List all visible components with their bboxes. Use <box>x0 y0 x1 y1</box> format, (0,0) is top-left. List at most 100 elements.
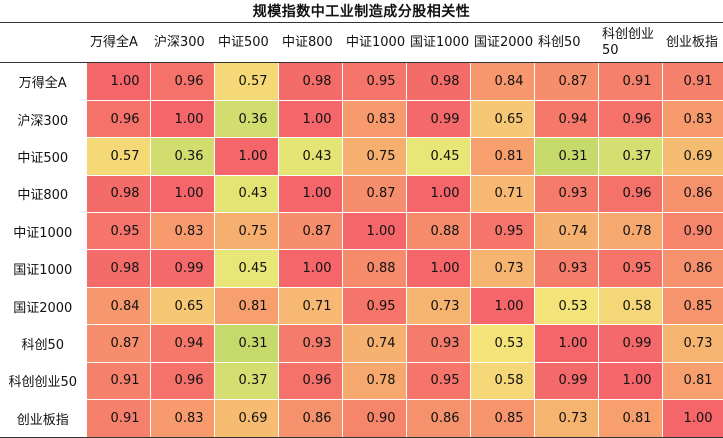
heatmap-row: 科创创业50 0.91 0.96 0.37 0.96 0.78 0.95 0.58 0.99 1.… <box>0 361 723 401</box>
heatmap-cell: 1.00 <box>277 174 343 214</box>
heatmap-cell: 1.00 <box>277 99 343 139</box>
heatmap-cell: 0.91 <box>85 399 151 438</box>
heatmap-cell: 0.93 <box>405 324 471 363</box>
row-label: 中证1000 <box>0 212 86 250</box>
heatmap-cell: 0.75 <box>213 212 279 251</box>
heatmap-cell: 0.83 <box>149 212 215 251</box>
heatmap-cell: 0.45 <box>405 137 471 176</box>
heatmap-cell: 0.73 <box>533 399 599 438</box>
heatmap-cell: 0.37 <box>597 137 663 176</box>
heatmap-row: 创业板指 0.91 0.83 0.69 0.86 0.90 0.86 0.85 0.73 0.81… <box>0 399 723 438</box>
heatmap-cell: 0.81 <box>213 286 279 326</box>
heatmap-cell: 0.57 <box>213 62 279 101</box>
row-label: 科创50 <box>0 324 86 363</box>
heatmap-cell: 0.99 <box>405 99 471 139</box>
heatmap-cell: 0.98 <box>405 62 471 101</box>
heatmap-cell: 0.87 <box>85 324 151 363</box>
heatmap-cell: 1.00 <box>149 99 215 139</box>
heatmap-cell: 0.58 <box>597 286 663 326</box>
heatmap-cell: 0.81 <box>597 399 663 438</box>
heatmap-cell: 0.86 <box>277 399 343 438</box>
heatmap-cell: 0.91 <box>597 62 663 101</box>
heatmap-cell: 0.94 <box>533 99 599 139</box>
heatmap-cell: 0.36 <box>213 99 279 139</box>
heatmap-row: 科创50 0.87 0.94 0.31 0.93 0.74 0.93 0.53 1.00 0.99… <box>0 324 723 363</box>
heatmap-cell: 0.36 <box>149 137 215 176</box>
heatmap-cell: 1.00 <box>277 249 343 288</box>
row-label: 沪深300 <box>0 100 86 138</box>
heatmap-cell: 0.96 <box>597 174 663 214</box>
heatmap-cell: 0.86 <box>661 174 723 214</box>
heatmap-table: 万得全A 沪深300 中证500 中证800 中证1000 国证1000 国证2000 科创5… <box>0 22 723 438</box>
heatmap-cell: 1.00 <box>533 324 599 363</box>
corner-cell <box>0 22 86 63</box>
heatmap-cell: 0.95 <box>85 212 151 251</box>
heatmap-cell: 0.87 <box>533 62 599 101</box>
chart-title: 规模指数中工业制造成分股相关性 <box>252 4 471 20</box>
column-label: 创业板指 <box>662 22 723 63</box>
heatmap-cell: 0.86 <box>661 249 723 288</box>
heatmap-cell: 0.91 <box>661 62 723 101</box>
heatmap-cell: 0.87 <box>277 212 343 251</box>
heatmap-row: 中证500 0.57 0.36 1.00 0.43 0.75 0.45 0.81 0.31 0.3… <box>0 137 723 176</box>
heatmap-cell: 0.96 <box>277 361 343 401</box>
heatmap-cell: 0.96 <box>85 99 151 139</box>
heatmap-cell: 0.96 <box>597 99 663 139</box>
heatmap-cell: 0.95 <box>405 361 471 401</box>
column-label: 国证1000 <box>406 22 470 63</box>
heatmap-cell: 0.99 <box>597 324 663 363</box>
heatmap-row: 国证2000 0.84 0.65 0.81 0.71 0.95 0.73 1.00 0.53 0.… <box>0 286 723 326</box>
heatmap-cell: 1.00 <box>149 174 215 214</box>
column-label: 中证1000 <box>342 22 406 63</box>
heatmap-cell: 0.93 <box>277 324 343 363</box>
row-label: 国证2000 <box>0 287 86 325</box>
heatmap-cell: 1.00 <box>405 249 471 288</box>
heatmap-cell: 0.84 <box>85 286 151 326</box>
heatmap-cell: 0.78 <box>341 361 407 401</box>
heatmap-cell: 0.31 <box>213 324 279 363</box>
heatmap-cell: 0.95 <box>469 212 535 251</box>
heatmap-cell: 0.65 <box>149 286 215 326</box>
heatmap-cell: 0.88 <box>341 249 407 288</box>
heatmap-row: 国证1000 0.98 0.99 0.45 1.00 0.88 1.00 0.73 0.93 0.… <box>0 249 723 288</box>
column-label: 科创50 <box>534 22 598 63</box>
heatmap-cell: 0.31 <box>533 137 599 176</box>
heatmap-cell: 0.58 <box>469 361 535 401</box>
heatmap-cell: 0.69 <box>213 399 279 438</box>
column-label: 沪深300 <box>150 22 214 63</box>
heatmap-cell: 0.65 <box>469 99 535 139</box>
heatmap-cell: 0.93 <box>533 249 599 288</box>
heatmap-cell: 0.84 <box>469 62 535 101</box>
heatmap-cell: 0.83 <box>661 99 723 139</box>
heatmap-cell: 0.81 <box>661 361 723 401</box>
heatmap-cell: 0.98 <box>85 249 151 288</box>
heatmap-cell: 0.95 <box>341 62 407 101</box>
heatmap-cell: 0.69 <box>661 137 723 176</box>
row-label: 万得全A <box>0 62 86 101</box>
heatmap-cell: 0.71 <box>277 286 343 326</box>
column-label: 中证500 <box>214 22 278 63</box>
heatmap-cell: 0.73 <box>661 324 723 363</box>
row-label: 创业板指 <box>0 399 86 438</box>
heatmap-cell: 1.00 <box>405 174 471 214</box>
heatmap-cell: 1.00 <box>213 137 279 176</box>
heatmap-cell: 0.86 <box>405 399 471 438</box>
heatmap-cell: 0.95 <box>597 249 663 288</box>
heatmap-cell: 0.81 <box>469 137 535 176</box>
heatmap-cell: 0.53 <box>533 286 599 326</box>
heatmap-cell: 0.73 <box>469 249 535 288</box>
heatmap-cell: 0.90 <box>661 212 723 251</box>
column-label: 万得全A <box>86 22 150 63</box>
heatmap-cell: 0.85 <box>661 286 723 326</box>
heatmap-cell: 0.95 <box>341 286 407 326</box>
heatmap-cell: 0.57 <box>85 137 151 176</box>
heatmap-cell: 0.43 <box>277 137 343 176</box>
row-label: 科创创业50 <box>0 362 86 400</box>
heatmap-cell: 0.96 <box>149 361 215 401</box>
heatmap-cell: 0.94 <box>149 324 215 363</box>
heatmap-row: 万得全A 1.00 0.96 0.57 0.98 0.95 0.98 0.84 0.87 0.91… <box>0 62 723 101</box>
heatmap-cell: 0.83 <box>149 399 215 438</box>
heatmap-cell: 0.73 <box>405 286 471 326</box>
heatmap-row: 中证800 0.98 1.00 0.43 1.00 0.87 1.00 0.71 0.93 0.9… <box>0 174 723 214</box>
